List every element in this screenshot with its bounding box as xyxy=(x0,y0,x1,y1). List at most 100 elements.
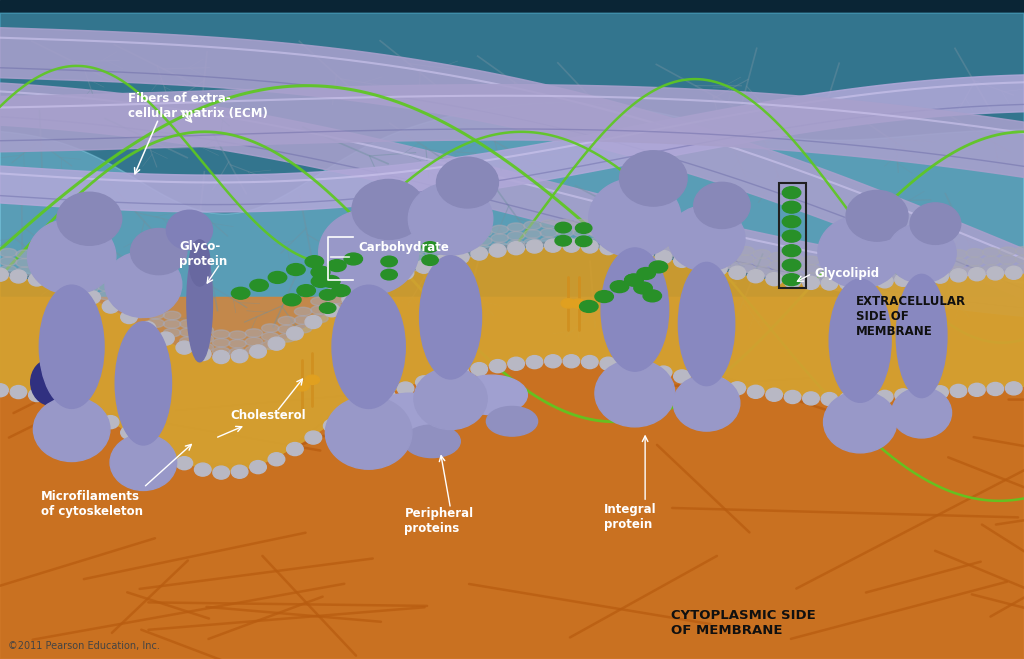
Text: Microfilaments
of cytoskeleton: Microfilaments of cytoskeleton xyxy=(41,490,143,518)
Ellipse shape xyxy=(737,264,754,272)
Ellipse shape xyxy=(618,244,635,257)
Ellipse shape xyxy=(344,285,361,294)
Ellipse shape xyxy=(10,386,27,399)
Ellipse shape xyxy=(121,310,137,324)
Ellipse shape xyxy=(1016,264,1024,272)
Circle shape xyxy=(637,268,655,279)
Ellipse shape xyxy=(754,267,770,275)
Ellipse shape xyxy=(360,398,377,411)
Ellipse shape xyxy=(705,256,721,265)
Ellipse shape xyxy=(508,223,524,231)
Ellipse shape xyxy=(721,252,737,260)
Ellipse shape xyxy=(33,252,49,261)
Ellipse shape xyxy=(250,345,266,358)
Circle shape xyxy=(231,287,250,299)
Ellipse shape xyxy=(377,268,393,276)
Ellipse shape xyxy=(471,247,487,260)
Ellipse shape xyxy=(195,463,211,476)
Ellipse shape xyxy=(393,260,411,269)
Ellipse shape xyxy=(688,253,705,262)
Ellipse shape xyxy=(180,328,197,337)
Ellipse shape xyxy=(818,215,902,288)
Ellipse shape xyxy=(379,389,395,403)
Ellipse shape xyxy=(377,259,393,268)
Ellipse shape xyxy=(98,291,116,300)
Ellipse shape xyxy=(250,461,266,474)
Ellipse shape xyxy=(403,425,461,457)
Ellipse shape xyxy=(950,267,967,275)
Text: Fibers of extra-
cellular matrix (ECM): Fibers of extra- cellular matrix (ECM) xyxy=(128,92,268,120)
Ellipse shape xyxy=(486,407,538,436)
Polygon shape xyxy=(0,247,1024,471)
Ellipse shape xyxy=(748,270,764,283)
Circle shape xyxy=(250,279,268,291)
Ellipse shape xyxy=(29,389,45,401)
Ellipse shape xyxy=(98,283,116,291)
Ellipse shape xyxy=(821,393,838,405)
Ellipse shape xyxy=(918,252,934,261)
Ellipse shape xyxy=(803,392,819,405)
Ellipse shape xyxy=(999,264,1016,273)
Ellipse shape xyxy=(489,244,506,257)
Ellipse shape xyxy=(655,366,672,379)
Ellipse shape xyxy=(360,283,377,295)
Circle shape xyxy=(381,256,397,267)
Ellipse shape xyxy=(877,390,893,403)
Circle shape xyxy=(305,256,324,268)
Ellipse shape xyxy=(589,179,681,258)
Ellipse shape xyxy=(295,316,312,324)
Ellipse shape xyxy=(84,291,100,304)
Circle shape xyxy=(311,275,330,287)
Ellipse shape xyxy=(705,248,721,256)
Ellipse shape xyxy=(147,302,165,310)
Ellipse shape xyxy=(180,320,197,328)
Ellipse shape xyxy=(573,219,590,228)
Ellipse shape xyxy=(57,192,122,245)
Ellipse shape xyxy=(105,252,182,318)
Ellipse shape xyxy=(840,277,856,290)
Ellipse shape xyxy=(840,392,856,405)
Ellipse shape xyxy=(33,270,49,278)
Ellipse shape xyxy=(557,237,573,245)
Ellipse shape xyxy=(279,325,296,333)
Ellipse shape xyxy=(892,387,951,438)
Ellipse shape xyxy=(409,183,493,255)
Ellipse shape xyxy=(158,447,174,461)
Ellipse shape xyxy=(262,324,279,332)
Ellipse shape xyxy=(379,273,395,287)
Ellipse shape xyxy=(823,391,897,453)
Ellipse shape xyxy=(352,179,425,239)
Ellipse shape xyxy=(836,257,852,266)
Ellipse shape xyxy=(102,416,119,428)
Ellipse shape xyxy=(475,237,493,245)
Ellipse shape xyxy=(895,389,911,402)
Ellipse shape xyxy=(459,231,476,240)
Ellipse shape xyxy=(910,203,961,244)
Ellipse shape xyxy=(434,255,451,268)
Ellipse shape xyxy=(721,260,737,269)
Ellipse shape xyxy=(895,273,911,286)
Circle shape xyxy=(575,223,592,233)
Ellipse shape xyxy=(600,357,616,370)
Ellipse shape xyxy=(31,359,72,405)
Ellipse shape xyxy=(436,158,499,208)
Ellipse shape xyxy=(563,355,580,368)
Ellipse shape xyxy=(606,239,623,247)
Ellipse shape xyxy=(694,183,750,229)
Ellipse shape xyxy=(328,304,344,312)
Ellipse shape xyxy=(606,230,623,239)
Ellipse shape xyxy=(600,242,616,254)
Ellipse shape xyxy=(66,270,83,278)
Ellipse shape xyxy=(868,273,885,282)
Ellipse shape xyxy=(410,262,427,271)
Ellipse shape xyxy=(102,300,119,313)
Circle shape xyxy=(555,235,571,246)
Ellipse shape xyxy=(453,250,469,264)
Ellipse shape xyxy=(541,220,557,229)
Circle shape xyxy=(610,281,629,293)
Ellipse shape xyxy=(246,329,262,337)
Ellipse shape xyxy=(590,220,606,229)
Ellipse shape xyxy=(195,347,211,360)
Circle shape xyxy=(649,261,668,273)
Ellipse shape xyxy=(360,275,377,284)
